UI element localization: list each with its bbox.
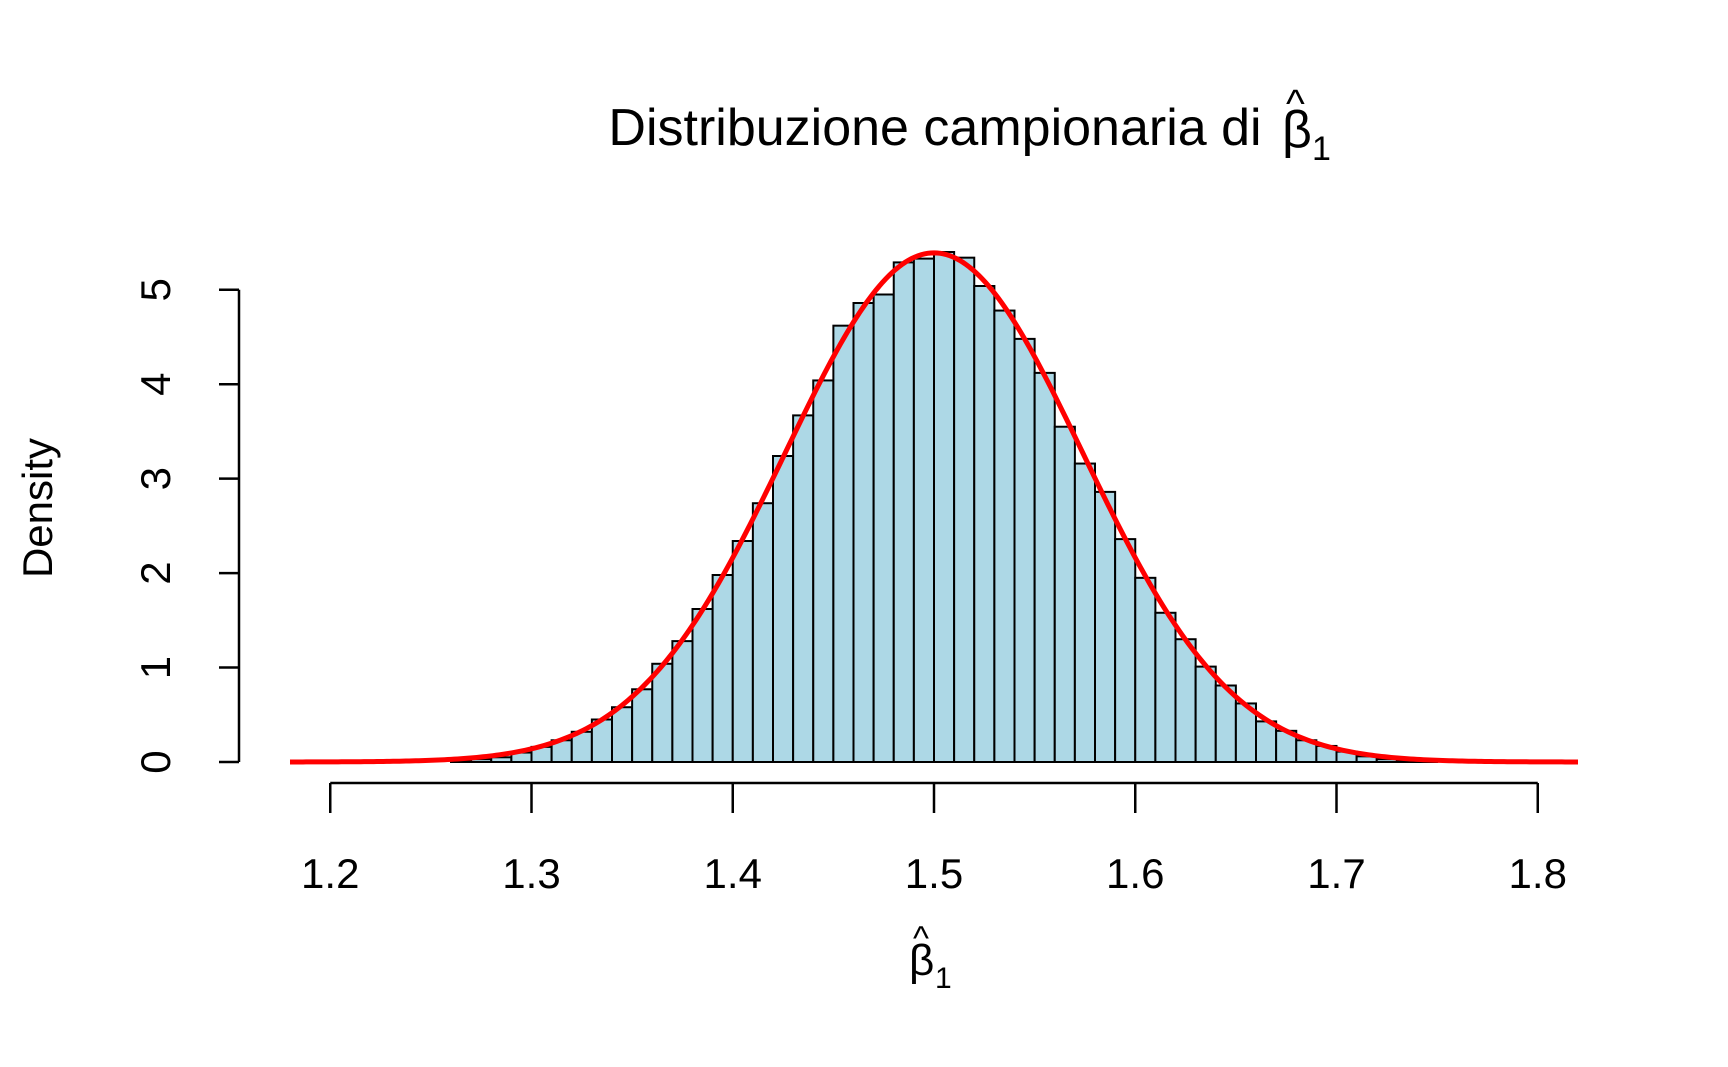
histogram-bar (711, 574, 734, 763)
chart-title-text: Distribuzione campionaria di (608, 99, 1261, 157)
histogram-bar (1013, 337, 1036, 763)
histogram-bar (691, 608, 714, 763)
histogram-bar (792, 414, 815, 763)
histogram-bar (1174, 638, 1197, 764)
y-axis: 0 1 2 3 4 5 (132, 278, 241, 774)
x-axis-label-subscript: 1 (935, 962, 952, 995)
histogram-bar (993, 309, 1016, 763)
histogram-bar (852, 302, 875, 763)
y-tick-label: 0 (132, 750, 179, 773)
x-tick-label: 1.7 (1307, 850, 1365, 897)
x-axis-label-hat: ^ (913, 920, 929, 958)
histogram-bar (772, 455, 795, 763)
chart-title-hat: ^ (1286, 82, 1305, 126)
y-tick-label: 3 (132, 467, 179, 490)
density-curve (289, 250, 1579, 765)
x-axis-label-beta-symbol: β (909, 936, 934, 985)
histogram-bar (933, 251, 956, 763)
x-tick-label: 1.8 (1509, 850, 1567, 897)
histogram-bar (1194, 665, 1217, 763)
histogram-bar (751, 502, 774, 763)
histogram-bar (872, 293, 895, 763)
chart-title: Distribuzione campionaria di β ^ 1 (608, 82, 1331, 168)
histogram-bar (611, 706, 634, 764)
histogram-bar (892, 261, 915, 763)
x-tick-label: 1.6 (1106, 850, 1164, 897)
y-tick-label: 5 (132, 278, 179, 301)
histogram-bar (812, 379, 835, 763)
x-tick-label: 1.3 (502, 850, 560, 897)
x-tick-label: 1.5 (905, 850, 963, 897)
histogram-bar (1053, 425, 1076, 763)
x-tick-label: 1.4 (704, 850, 762, 897)
y-tick-label: 2 (132, 561, 179, 584)
x-tick-label: 1.2 (301, 850, 359, 897)
svg-text:Distribuzione campionaria di: Distribuzione campionaria di (608, 99, 1261, 157)
histogram-bar (832, 324, 855, 763)
histogram-bar (1154, 611, 1177, 763)
chart-title-beta-symbol: β (1282, 101, 1312, 159)
histogram-bar (973, 285, 996, 763)
histogram-bar (1134, 576, 1157, 763)
x-axis: 1.2 1.3 1.4 1.5 1.6 1.7 1.8 (301, 781, 1567, 897)
histogram-bar (671, 640, 694, 763)
y-axis-label: Density (14, 438, 61, 578)
histogram-bar (912, 257, 935, 763)
histogram-bar (1094, 490, 1117, 763)
chart-title-subscript: 1 (1312, 130, 1331, 168)
x-axis-label: β ^ 1 (909, 920, 952, 995)
histogram-bar (1114, 538, 1137, 763)
histogram-bar (1073, 462, 1096, 763)
histogram-bar (731, 540, 754, 763)
y-tick-label: 4 (132, 373, 179, 396)
histogram-bar (631, 688, 654, 763)
y-tick-label: 1 (132, 656, 179, 679)
histogram-bar (1033, 371, 1056, 763)
histogram-bar (953, 256, 976, 763)
histogram-bar (651, 662, 674, 763)
histogram-bars (450, 251, 1439, 764)
histogram-bar (1255, 720, 1278, 764)
